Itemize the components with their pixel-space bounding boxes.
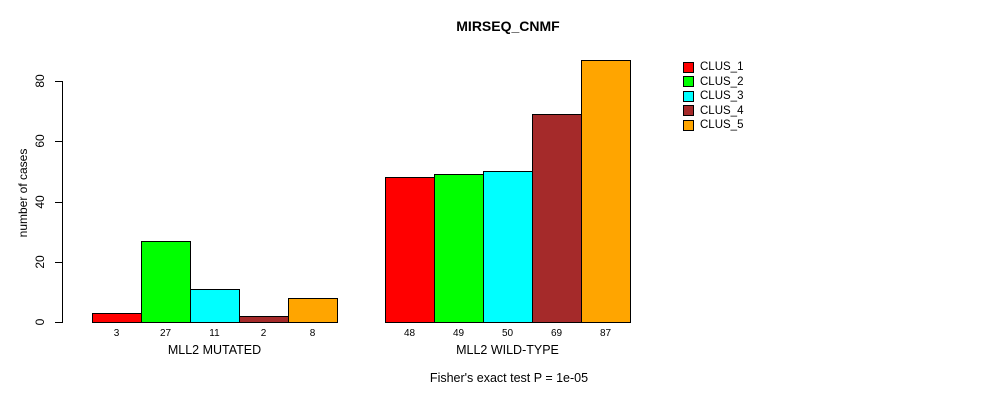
bar-mll2-mutated-clus-5 xyxy=(288,298,338,323)
bar-mll2-wild-type-clus-3 xyxy=(483,171,533,323)
legend-item-clus-3: CLUS_3 xyxy=(683,89,743,104)
y-tick-mark xyxy=(55,202,62,203)
legend-swatch-icon xyxy=(683,105,694,117)
y-tick-mark xyxy=(55,141,62,142)
bar-mll2-wild-type-clus-2 xyxy=(434,174,484,323)
y-tick-label: 0 xyxy=(33,318,47,326)
legend-item-clus-2: CLUS_2 xyxy=(683,75,743,90)
y-tick-label: 40 xyxy=(33,195,47,209)
y-tick-label: 80 xyxy=(33,74,47,88)
legend: CLUS_1 CLUS_2 CLUS_3 CLUS_4 CLUS_5 xyxy=(683,60,743,133)
legend-label: CLUS_1 xyxy=(700,61,744,74)
y-tick-label: 60 xyxy=(33,134,47,148)
bar-value-label: 69 xyxy=(550,328,563,339)
x-axis-group-label-mll2-wild-type: MLL2 WILD-TYPE xyxy=(456,343,559,357)
legend-item-clus-5: CLUS_5 xyxy=(683,118,743,133)
bar-value-label: 50 xyxy=(501,328,514,339)
bar-mll2-mutated-clus-4 xyxy=(239,316,289,323)
bar-value-label: 11 xyxy=(209,328,220,339)
y-tick-label: 20 xyxy=(33,255,47,269)
bar-mll2-mutated-clus-3 xyxy=(190,289,240,323)
y-tick-mark xyxy=(55,262,62,263)
bar-value-label: 87 xyxy=(599,328,612,339)
bar-value-label: 48 xyxy=(403,328,416,339)
bar-value-label: 2 xyxy=(260,328,267,339)
legend-label: CLUS_2 xyxy=(700,75,744,88)
bar-value-label: 3 xyxy=(113,328,120,339)
legend-swatch-icon xyxy=(683,76,694,88)
y-axis-label: number of cases xyxy=(16,148,30,238)
bar-value-label: 27 xyxy=(159,328,172,339)
legend-label: CLUS_3 xyxy=(700,90,744,103)
bar-mll2-mutated-clus-2 xyxy=(141,241,191,323)
legend-label: CLUS_4 xyxy=(700,104,744,117)
x-axis-group-label-mll2-mutated: MLL2 MUTATED xyxy=(167,343,262,357)
y-tick-mark xyxy=(55,81,62,82)
legend-swatch-icon xyxy=(683,61,694,73)
chart-title: MIRSEQ_CNMF xyxy=(456,18,560,34)
annotation-text: Fisher's exact test P = 1e-05 xyxy=(429,371,589,385)
bar-value-label: 8 xyxy=(309,328,316,339)
bar-mll2-wild-type-clus-1 xyxy=(385,177,435,323)
legend-swatch-icon xyxy=(683,119,694,131)
bar-mll2-wild-type-clus-5 xyxy=(581,60,631,323)
bar-value-label: 49 xyxy=(452,328,465,339)
bar-mll2-wild-type-clus-4 xyxy=(532,114,582,323)
bar-mll2-mutated-clus-1 xyxy=(92,313,142,323)
legend-swatch-icon xyxy=(683,90,694,102)
legend-label: CLUS_5 xyxy=(700,119,744,132)
y-tick-mark xyxy=(55,322,62,323)
legend-item-clus-1: CLUS_1 xyxy=(683,60,743,75)
legend-item-clus-4: CLUS_4 xyxy=(683,104,743,119)
y-axis-line xyxy=(62,81,63,323)
